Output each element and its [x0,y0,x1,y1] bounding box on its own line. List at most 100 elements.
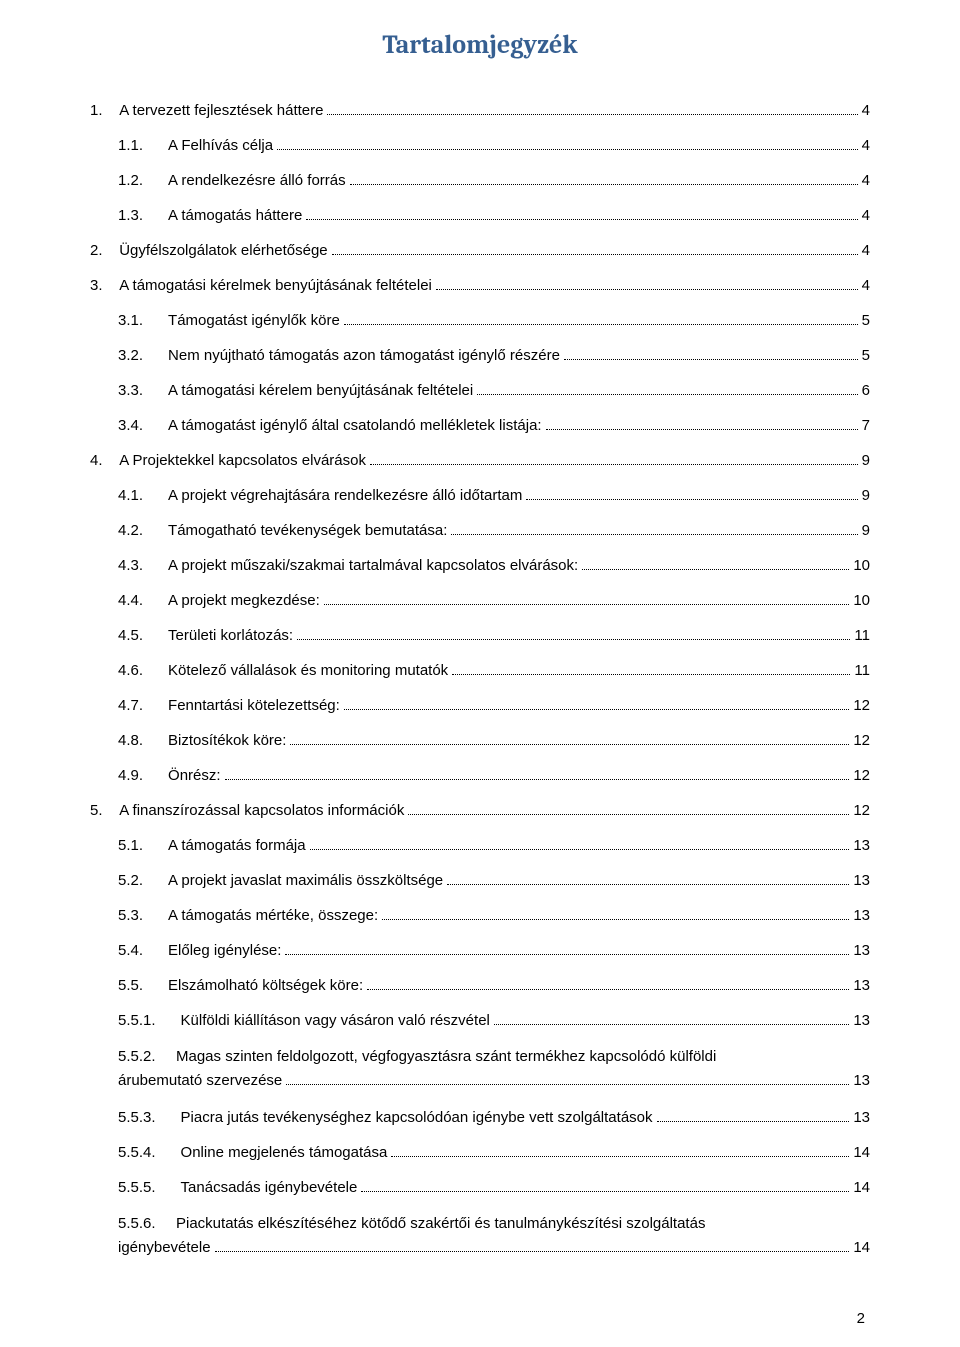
toc-entry-number: 1.2. [118,170,168,191]
toc-entry-page: 6 [862,380,870,401]
toc-entry[interactable]: 5.5.6.Piackutatás elkészítéséhez kötődő … [90,1212,870,1260]
toc-entry[interactable]: 1.3. A támogatás háttere 4 [90,205,870,226]
toc-entry-page: 13 [853,1010,870,1031]
toc-entry[interactable]: 1. A tervezett fejlesztések háttere 4 [90,100,870,121]
toc-entry-text: Piackutatás elkészítéséhez kötődő szakér… [176,1212,705,1236]
toc-entry-page: 13 [853,835,870,856]
toc-leader-dots [286,1084,849,1085]
toc-entry-number: 5.5.3. [118,1107,181,1128]
toc-entry-number: 5.5.5. [118,1177,181,1198]
toc-entry[interactable]: 4.3. A projekt műszaki/szakmai tartalmáv… [90,555,870,576]
toc-entry[interactable]: 5.5.5. Tanácsadás igénybevétele 14 [90,1177,870,1198]
toc-entry-number: 5.2. [118,870,168,891]
toc-entry-page: 10 [853,555,870,576]
toc-leader-dots [367,989,849,990]
toc-entry-text: A tervezett fejlesztések háttere [119,100,323,121]
toc-entry-page: 4 [862,205,870,226]
toc-entry[interactable]: 4.8. Biztosítékok köre: 12 [90,730,870,751]
toc-entry-number: 4.5. [118,625,168,646]
toc-entry[interactable]: 4. A Projektekkel kapcsolatos elvárások … [90,450,870,471]
toc-entry-number: 3.1. [118,310,168,331]
toc-entry-page: 13 [853,1069,870,1093]
toc-title: Tartalomjegyzék [90,30,870,60]
toc-entry-number: 3. [90,275,119,296]
toc-entry[interactable]: 4.4. A projekt megkezdése: 10 [90,590,870,611]
toc-entry-number: 3.4. [118,415,168,436]
toc-entry[interactable]: 5.5.3. Piacra jutás tevékenységhez kapcs… [90,1107,870,1128]
toc-entry-page: 12 [853,765,870,786]
toc-entry[interactable]: 5.5.4. Online megjelenés támogatása 14 [90,1142,870,1163]
toc-entry-text: Fenntartási kötelezettség: [168,695,340,716]
toc-entry-number: 4.2. [118,520,168,541]
toc-entry-text: A projekt műszaki/szakmai tartalmával ka… [168,555,578,576]
toc-entry-page: 9 [862,450,870,471]
toc-entry[interactable]: 4.9. Önrész: 12 [90,765,870,786]
toc-entry-number: 5. [90,800,119,821]
toc-entry-number: 1. [90,100,119,121]
toc-entry-page: 14 [853,1142,870,1163]
toc-entry-number: 4.6. [118,660,168,681]
toc-entry-number: 5.3. [118,905,168,926]
toc-leader-dots [452,674,850,675]
toc-entry[interactable]: 3.2. Nem nyújtható támogatás azon támoga… [90,345,870,366]
toc-entry[interactable]: 3.4. A támogatást igénylő által csatolan… [90,415,870,436]
toc-leader-dots [408,814,849,815]
toc-leader-dots [344,324,858,325]
toc-entry[interactable]: 5.5.1. Külföldi kiállításon vagy vásáron… [90,1010,870,1031]
toc-leader-dots [327,114,857,115]
toc-entry[interactable]: 5.3. A támogatás mértéke, összege: 13 [90,905,870,926]
toc-entry-number: 5.5.1. [118,1010,181,1031]
toc-entry-page: 12 [853,695,870,716]
toc-entry-page: 13 [853,1107,870,1128]
toc-entry-number: 1.3. [118,205,168,226]
toc-entry[interactable]: 4.2. Támogatható tevékenységek bemutatás… [90,520,870,541]
toc-entry-page: 4 [862,100,870,121]
toc-entry-text: Külföldi kiállításon vagy vásáron való r… [181,1010,490,1031]
page-number: 2 [857,1310,865,1327]
toc-entry[interactable]: 5. A finanszírozással kapcsolatos inform… [90,800,870,821]
toc-leader-dots [225,779,850,780]
toc-entry[interactable]: 1.2. A rendelkezésre álló forrás 4 [90,170,870,191]
toc-entry[interactable]: 5.1. A támogatás formája 13 [90,835,870,856]
toc-entry-text: A finanszírozással kapcsolatos informáci… [119,800,404,821]
toc-entry-page: 13 [853,940,870,961]
toc-entry-page: 9 [862,520,870,541]
toc-entry[interactable]: 5.4. Előleg igénylése: 13 [90,940,870,961]
toc-entry[interactable]: 5.5.2.Magas szinten feldolgozott, végfog… [90,1045,870,1093]
toc-entry-text: Nem nyújtható támogatás azon támogatást … [168,345,560,366]
toc-leader-dots [477,394,857,395]
toc-entry-number: 4.3. [118,555,168,576]
toc-entry-text-continued: árubemutató szervezése [118,1069,282,1093]
toc-leader-dots [494,1024,849,1025]
toc-entry[interactable]: 3.3. A támogatási kérelem benyújtásának … [90,380,870,401]
toc-entry-text: A támogatási kérelem benyújtásának felté… [168,380,473,401]
toc-entry-page: 4 [862,135,870,156]
toc-entry[interactable]: 5.5. Elszámolható költségek köre: 13 [90,975,870,996]
toc-entry-text: Területi korlátozás: [168,625,293,646]
toc-entry[interactable]: 1.1. A Felhívás célja 4 [90,135,870,156]
toc-entry-text: Piacra jutás tevékenységhez kapcsolódóan… [181,1107,653,1128]
toc-entry-text: Biztosítékok köre: [168,730,286,751]
toc-entry-text: A projekt végrehajtására rendelkezésre á… [168,485,522,506]
toc-entry[interactable]: 2. Ügyfélszolgálatok elérhetősége 4 [90,240,870,261]
toc-entry[interactable]: 5.2. A projekt javaslat maximális összkö… [90,870,870,891]
toc-entry-number: 5.5. [118,975,168,996]
toc-entry-text-continued: igénybevétele [118,1236,211,1260]
toc-leader-dots [582,569,849,570]
toc-entry-number: 5.4. [118,940,168,961]
toc-leader-dots [447,884,849,885]
toc-entry[interactable]: 3.1. Támogatást igénylők köre 5 [90,310,870,331]
toc-entry[interactable]: 4.5. Területi korlátozás: 11 [90,625,870,646]
toc-entry-number: 4.4. [118,590,168,611]
toc-entry-page: 4 [862,240,870,261]
toc-leader-dots [382,919,849,920]
toc-entry-text: A projekt javaslat maximális összköltség… [168,870,443,891]
toc-entry[interactable]: 4.1. A projekt végrehajtására rendelkezé… [90,485,870,506]
toc-leader-dots [285,954,849,955]
toc-entry-text: A támogatás formája [168,835,306,856]
toc-leader-dots [391,1156,849,1157]
toc-entry[interactable]: 4.7. Fenntartási kötelezettség: 12 [90,695,870,716]
toc-entry-text: Online megjelenés támogatása [181,1142,388,1163]
toc-entry[interactable]: 3. A támogatási kérelmek benyújtásának f… [90,275,870,296]
toc-entry[interactable]: 4.6. Kötelező vállalások és monitoring m… [90,660,870,681]
